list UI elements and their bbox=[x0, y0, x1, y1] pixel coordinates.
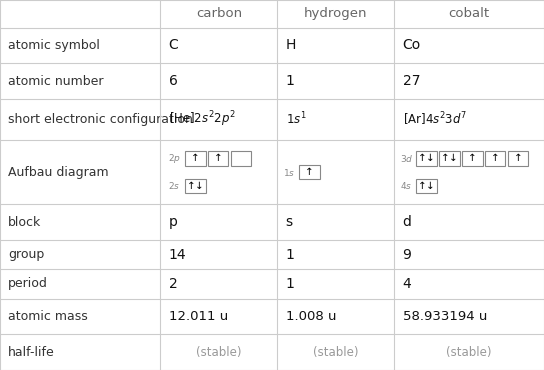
Bar bbox=[416, 151, 437, 165]
Bar bbox=[185, 178, 206, 193]
Text: 9: 9 bbox=[403, 248, 411, 262]
Text: C: C bbox=[169, 38, 178, 53]
Text: ↑: ↑ bbox=[441, 154, 450, 164]
Text: 58.933194 u: 58.933194 u bbox=[403, 310, 487, 323]
Text: atomic mass: atomic mass bbox=[8, 310, 88, 323]
Text: d: d bbox=[403, 215, 411, 229]
Text: ↓: ↓ bbox=[449, 154, 458, 164]
Text: (stable): (stable) bbox=[447, 346, 492, 359]
Text: 6: 6 bbox=[169, 74, 177, 88]
Text: 1: 1 bbox=[286, 74, 294, 88]
Text: $\mathregular{1\mathit{s}^{1}}$: $\mathregular{1\mathit{s}^{1}}$ bbox=[286, 111, 306, 128]
Text: $3d$: $3d$ bbox=[400, 153, 413, 164]
Text: 27: 27 bbox=[403, 74, 420, 88]
Text: p: p bbox=[169, 215, 177, 229]
Text: $\mathregular{[He]2\mathit{s}^{2}2\mathit{p}^{2}}$: $\mathregular{[He]2\mathit{s}^{2}2\mathi… bbox=[169, 110, 235, 129]
Bar bbox=[231, 151, 251, 165]
Text: ↓: ↓ bbox=[426, 154, 435, 164]
Text: carbon: carbon bbox=[196, 7, 242, 20]
Text: 14: 14 bbox=[169, 248, 186, 262]
Text: 1: 1 bbox=[286, 277, 294, 291]
Text: s: s bbox=[286, 215, 293, 229]
Text: ↑: ↑ bbox=[514, 154, 522, 164]
Text: ↑: ↑ bbox=[191, 154, 200, 164]
Bar bbox=[208, 151, 228, 165]
Text: cobalt: cobalt bbox=[449, 7, 490, 20]
Text: ↑: ↑ bbox=[418, 181, 427, 191]
Bar bbox=[462, 151, 483, 165]
Text: H: H bbox=[286, 38, 296, 53]
Text: block: block bbox=[8, 216, 41, 229]
Text: ↑: ↑ bbox=[491, 154, 499, 164]
Text: $2p$: $2p$ bbox=[168, 152, 181, 165]
Text: Aufbau diagram: Aufbau diagram bbox=[8, 165, 109, 178]
Text: ↓: ↓ bbox=[195, 181, 203, 191]
Text: period: period bbox=[8, 278, 48, 290]
Text: ↑: ↑ bbox=[418, 154, 427, 164]
Bar bbox=[416, 178, 437, 193]
Text: hydrogen: hydrogen bbox=[304, 7, 368, 20]
Text: 12.011 u: 12.011 u bbox=[169, 310, 228, 323]
Text: $4s$: $4s$ bbox=[400, 180, 412, 191]
Bar bbox=[299, 165, 320, 179]
Bar bbox=[439, 151, 460, 165]
Text: 1: 1 bbox=[286, 248, 294, 262]
Text: (stable): (stable) bbox=[196, 346, 242, 359]
Text: ↑: ↑ bbox=[468, 154, 477, 164]
Text: $2s$: $2s$ bbox=[168, 180, 180, 191]
Text: (stable): (stable) bbox=[313, 346, 358, 359]
Text: 1.008 u: 1.008 u bbox=[286, 310, 336, 323]
Bar bbox=[508, 151, 528, 165]
Text: group: group bbox=[8, 248, 45, 261]
Text: $\mathregular{[Ar]4\mathit{s}^{2}3\mathit{d}^{7}}$: $\mathregular{[Ar]4\mathit{s}^{2}3\mathi… bbox=[403, 111, 467, 128]
Text: Co: Co bbox=[403, 38, 421, 53]
Text: ↓: ↓ bbox=[426, 181, 435, 191]
Text: 4: 4 bbox=[403, 277, 411, 291]
Text: atomic symbol: atomic symbol bbox=[8, 39, 100, 52]
Bar bbox=[485, 151, 505, 165]
Text: $1s$: $1s$ bbox=[283, 166, 295, 178]
Text: ↑: ↑ bbox=[187, 181, 196, 191]
Text: 2: 2 bbox=[169, 277, 177, 291]
Text: ↑: ↑ bbox=[305, 167, 314, 177]
Text: short electronic configuration: short electronic configuration bbox=[8, 113, 193, 126]
Text: ↑: ↑ bbox=[214, 154, 222, 164]
Text: atomic number: atomic number bbox=[8, 75, 104, 88]
Bar bbox=[185, 151, 206, 165]
Text: half-life: half-life bbox=[8, 346, 55, 359]
